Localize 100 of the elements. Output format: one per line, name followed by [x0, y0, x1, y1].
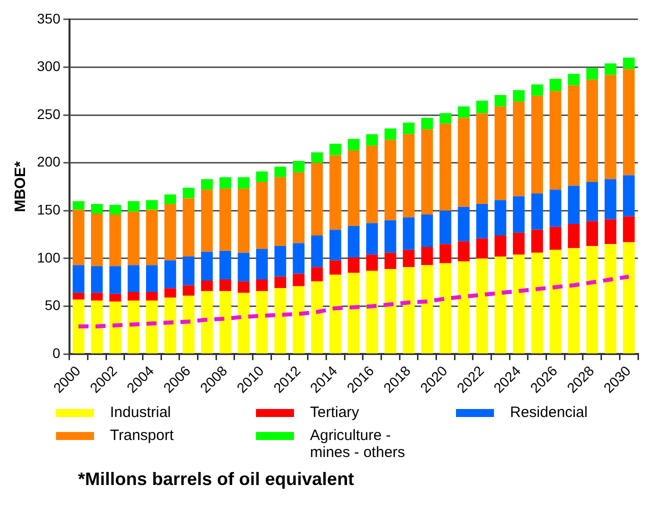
legend-label: Tertiary: [310, 404, 360, 421]
bar: [402, 217, 415, 250]
bar: [348, 258, 360, 273]
bar: [440, 113, 452, 124]
bar: [458, 206, 470, 242]
bar: [311, 152, 323, 163]
bar: [219, 177, 232, 189]
bar: [311, 162, 323, 236]
bar: [146, 265, 158, 292]
bar: [458, 261, 470, 354]
bar: [586, 182, 598, 222]
bar: [494, 236, 506, 257]
bar: [201, 190, 213, 252]
bar: [292, 274, 305, 286]
bar: [182, 296, 194, 354]
bar: [109, 294, 122, 302]
bar: [329, 260, 342, 275]
bar: [238, 188, 250, 253]
bar: [164, 194, 176, 204]
bar: [164, 204, 176, 260]
bar: [201, 290, 213, 354]
bar: [402, 267, 415, 354]
bar: [91, 292, 103, 301]
bar: [402, 250, 415, 268]
bar: [622, 69, 635, 176]
bar: [458, 118, 470, 207]
legend-label: Industrial: [110, 404, 171, 421]
bar: [604, 219, 616, 244]
bar: [91, 214, 103, 266]
legend-label: Transport: [110, 427, 174, 444]
bar: [348, 226, 360, 258]
bar: [91, 266, 103, 293]
bar: [622, 242, 635, 354]
bar: [146, 292, 158, 301]
y-tick-label: 200: [37, 154, 61, 170]
bar: [494, 256, 506, 354]
bar: [219, 188, 232, 251]
bar: [586, 246, 598, 354]
bar: [604, 63, 616, 75]
bar: [256, 171, 268, 182]
bar: [274, 246, 286, 277]
bar: [238, 252, 250, 282]
bar: [476, 258, 488, 354]
bar: [494, 94, 506, 106]
bar: [550, 91, 562, 190]
bar: [384, 268, 396, 354]
bar: [72, 292, 84, 300]
bar: [72, 265, 84, 293]
y-axis-title: MBOE*: [12, 161, 30, 212]
bar: [348, 150, 360, 226]
bar: [568, 248, 580, 354]
bar: [274, 288, 286, 354]
bar: [329, 155, 342, 230]
bar: [476, 100, 488, 114]
bar: [568, 224, 580, 248]
bar: [182, 256, 194, 286]
bar: [476, 238, 488, 258]
bar: [292, 172, 305, 244]
bar: [531, 84, 543, 96]
y-tick-label: 250: [37, 106, 61, 122]
bar: [568, 85, 580, 186]
bar: [182, 285, 194, 296]
bar: [274, 166, 286, 178]
bar: [219, 290, 232, 354]
bar: [494, 200, 506, 236]
bar: [109, 302, 122, 354]
bar: [512, 90, 525, 102]
y-tick-label: 350: [37, 10, 61, 26]
bar: [274, 276, 286, 288]
bar: [238, 281, 250, 293]
bar: [402, 122, 415, 134]
bar: [421, 118, 433, 130]
bar: [550, 250, 562, 354]
bar: [568, 186, 580, 224]
bar: [72, 210, 84, 266]
bar: [440, 263, 452, 354]
bar: [531, 230, 543, 253]
bar: [128, 201, 140, 212]
bar: [512, 254, 525, 354]
bar: [128, 300, 140, 354]
bar: [366, 270, 378, 354]
bar: [366, 223, 378, 255]
text: *Millons barrels of oil equivalent: [77, 468, 356, 490]
bar: [384, 252, 396, 269]
bar: [72, 300, 84, 354]
bar: [219, 250, 232, 280]
bar: [91, 204, 103, 214]
bar: [292, 160, 305, 172]
bar: [402, 134, 415, 218]
bar: [440, 244, 452, 264]
bar: [146, 200, 158, 210]
bar: [292, 286, 305, 354]
bar: [164, 260, 176, 288]
bar: [256, 182, 268, 249]
bar: [512, 196, 525, 233]
bar: [201, 179, 213, 190]
bar: [182, 188, 194, 198]
bar: [311, 236, 323, 268]
bar: [550, 226, 562, 250]
bar: [311, 267, 323, 282]
